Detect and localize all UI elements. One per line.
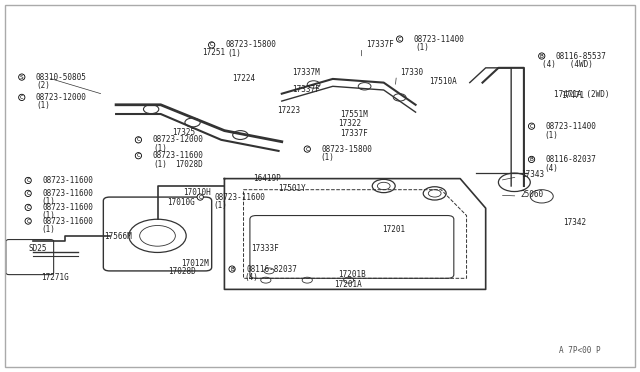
Text: 08723-11600: 08723-11600 bbox=[214, 193, 265, 202]
Text: 17223: 17223 bbox=[276, 106, 300, 115]
Text: (1): (1) bbox=[41, 225, 55, 234]
Text: 17224: 17224 bbox=[232, 74, 255, 83]
Text: 08723-11600: 08723-11600 bbox=[42, 217, 93, 225]
Text: 17342: 17342 bbox=[563, 218, 586, 227]
Text: 17551M: 17551M bbox=[340, 109, 368, 119]
Text: (1): (1) bbox=[228, 49, 241, 58]
Text: C: C bbox=[530, 124, 533, 129]
Text: C: C bbox=[305, 147, 309, 151]
Text: 17337F: 17337F bbox=[366, 41, 394, 49]
Text: 17343: 17343 bbox=[521, 170, 544, 179]
Text: 08116-82037: 08116-82037 bbox=[246, 264, 297, 273]
Text: 17337F: 17337F bbox=[292, 85, 320, 94]
Text: 17028D: 17028D bbox=[175, 160, 202, 169]
Text: (2): (2) bbox=[36, 81, 51, 90]
Text: (1): (1) bbox=[153, 144, 167, 153]
Text: (4): (4) bbox=[544, 164, 558, 173]
Text: 08116-85537: 08116-85537 bbox=[556, 52, 607, 61]
Text: SD25: SD25 bbox=[28, 244, 47, 253]
Text: 08723-11400: 08723-11400 bbox=[545, 122, 596, 131]
Text: 17566M: 17566M bbox=[104, 232, 132, 241]
Text: 17251: 17251 bbox=[202, 48, 225, 57]
Text: 17325: 17325 bbox=[172, 128, 195, 137]
Text: C: C bbox=[26, 178, 30, 183]
Text: B: B bbox=[540, 54, 543, 58]
Text: 08723-11400: 08723-11400 bbox=[413, 35, 465, 44]
Text: 17028D: 17028D bbox=[168, 267, 196, 276]
Text: 17471A (2WD): 17471A (2WD) bbox=[554, 90, 610, 99]
Text: 17201B: 17201B bbox=[338, 270, 365, 279]
Text: 08723-12000: 08723-12000 bbox=[36, 93, 86, 102]
Text: 17201: 17201 bbox=[383, 225, 406, 234]
Text: 17337F: 17337F bbox=[340, 129, 368, 138]
Text: (1): (1) bbox=[544, 131, 558, 140]
Text: 17010G: 17010G bbox=[167, 198, 195, 207]
Text: C: C bbox=[26, 205, 30, 210]
Text: 08116-82037: 08116-82037 bbox=[545, 155, 596, 164]
Text: (1): (1) bbox=[153, 160, 167, 169]
Text: (1): (1) bbox=[213, 201, 227, 210]
Text: (1): (1) bbox=[41, 197, 55, 206]
Text: 08723-11600: 08723-11600 bbox=[152, 151, 204, 160]
Text: 25060: 25060 bbox=[521, 190, 544, 199]
Text: 08723-11600: 08723-11600 bbox=[42, 203, 93, 212]
Text: C: C bbox=[398, 36, 401, 42]
Text: (1): (1) bbox=[415, 43, 429, 52]
Text: 08310-50805: 08310-50805 bbox=[36, 73, 86, 81]
Text: B: B bbox=[230, 267, 234, 272]
Text: 17201A: 17201A bbox=[334, 280, 362, 289]
Text: C: C bbox=[20, 95, 24, 100]
Text: C: C bbox=[136, 137, 140, 142]
Text: 08723-15800: 08723-15800 bbox=[321, 145, 372, 154]
Text: 17010H: 17010H bbox=[183, 188, 211, 197]
Text: 08723-15800: 08723-15800 bbox=[226, 41, 276, 49]
Text: S: S bbox=[20, 74, 24, 80]
Text: 17337M: 17337M bbox=[292, 68, 320, 77]
Text: 16419P: 16419P bbox=[253, 174, 281, 183]
Text: 17012M: 17012M bbox=[181, 259, 209, 268]
Text: 08723-11600: 08723-11600 bbox=[42, 176, 93, 185]
Text: A 7P<00 P: A 7P<00 P bbox=[559, 346, 600, 355]
Text: (1): (1) bbox=[36, 102, 51, 110]
Text: C: C bbox=[136, 153, 140, 158]
Text: 08723-12000: 08723-12000 bbox=[152, 135, 204, 144]
Text: C: C bbox=[198, 195, 202, 199]
Text: C: C bbox=[210, 42, 214, 48]
Text: 17333F: 17333F bbox=[251, 244, 279, 253]
Text: (1): (1) bbox=[41, 211, 55, 220]
Text: (4)   (4WD): (4) (4WD) bbox=[541, 60, 593, 70]
Text: 17330: 17330 bbox=[399, 68, 423, 77]
Text: (1): (1) bbox=[320, 153, 334, 162]
Text: 17271G: 17271G bbox=[41, 273, 68, 282]
Text: 17501Y: 17501Y bbox=[278, 185, 307, 193]
Text: 08723-11600: 08723-11600 bbox=[42, 189, 93, 198]
Text: B: B bbox=[530, 157, 533, 162]
Text: 17471: 17471 bbox=[561, 91, 584, 100]
Text: 17322: 17322 bbox=[338, 119, 361, 128]
Text: (4): (4) bbox=[245, 273, 259, 282]
Text: 17510A: 17510A bbox=[429, 77, 458, 86]
Text: C: C bbox=[26, 191, 30, 196]
Text: C: C bbox=[26, 219, 30, 224]
